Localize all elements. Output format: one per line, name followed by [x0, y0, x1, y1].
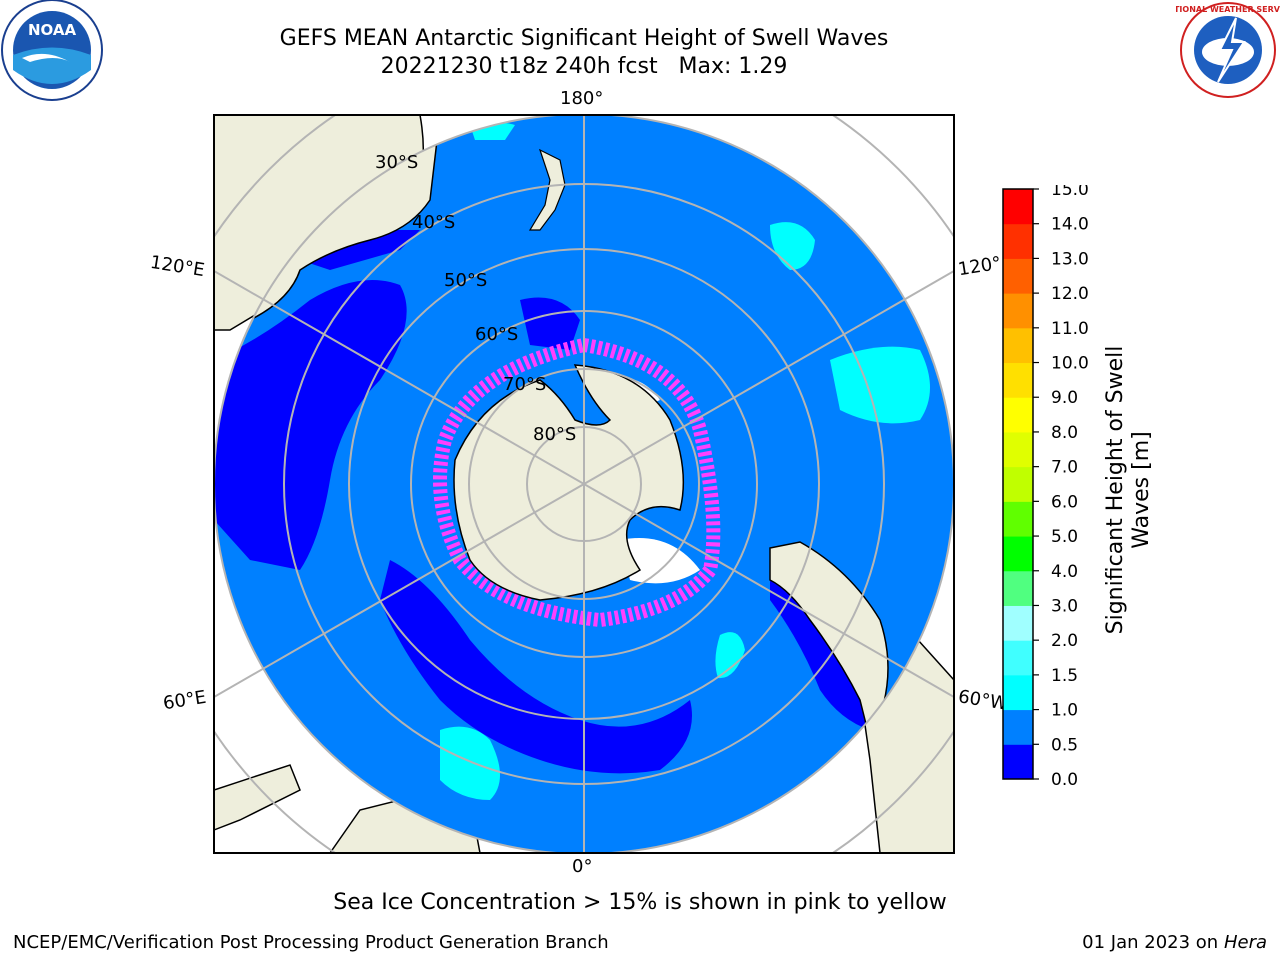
colorbar-tick-label: 8.0: [1051, 423, 1078, 443]
meridian-60e-120w: [214, 270, 954, 698]
colorbar-tick-label: 3.0: [1051, 596, 1078, 616]
colorbar-segment: [1003, 605, 1033, 641]
low-swell-drake-passage: [770, 560, 870, 730]
lat-label-50s: 50°S: [444, 270, 488, 291]
colorbar-tick-label: 10.0: [1051, 354, 1089, 374]
low-swell-south-atlantic: [380, 560, 692, 774]
colorbar-tick-label: 15.0: [1051, 185, 1089, 200]
lat-label-40s: 40°S: [412, 212, 456, 233]
graticule: [214, 115, 954, 853]
colorbar-segment: [1003, 362, 1033, 398]
mid-swell-south-atlantic: [440, 726, 500, 800]
colorbar-segment: [1003, 327, 1033, 364]
low-swell-australia-coast: [300, 230, 420, 270]
colorbar-segment: [1003, 466, 1033, 502]
map-frame: [213, 114, 955, 854]
colorbar-segment: [1003, 570, 1033, 606]
land-new-zealand: [528, 148, 566, 231]
lat-label-70s: 70°S: [503, 374, 547, 395]
colorbar-tick-label: 12.0: [1051, 284, 1089, 304]
colorbar-tick-label: 5.0: [1051, 527, 1078, 547]
colorbar-segment: [1003, 674, 1033, 711]
lat-label-80s: 80°S: [533, 424, 577, 445]
colorbar-tick-label: 14.0: [1051, 215, 1089, 235]
colorbar-title-line-2: Waves [m]: [1129, 431, 1154, 548]
nws-logo-text: NATIONAL WEATHER SERVICE: [1176, 5, 1280, 14]
noaa-logo: NOAA: [1, 0, 103, 101]
colorbar-tick-label: 4.0: [1051, 562, 1078, 582]
title-line-1: GEFS MEAN Antarctic Significant Height o…: [279, 26, 889, 51]
mid-swell-east-pacific: [830, 346, 930, 424]
colorbar-tick-label: 11.0: [1051, 319, 1089, 339]
colorbar-segment: [1003, 501, 1033, 537]
colorbar-title-line-1: Significant Height of Swell: [1103, 346, 1128, 635]
colorbar-title: Significant Height of SwellWaves [m]: [1103, 346, 1154, 635]
low-swell-indian-ocean: [214, 280, 407, 570]
mid-swell-near-south-america: [715, 632, 745, 679]
footer-credit: NCEP/EMC/Verification Post Processing Pr…: [13, 932, 609, 953]
noaa-logo-text: NOAA: [28, 21, 77, 39]
colorbar-title-text: Significant Height of SwellWaves [m]: [1103, 346, 1154, 635]
colorbar-tick-label: 13.0: [1051, 249, 1089, 269]
colorbar-segment: [1003, 223, 1033, 259]
land-antarctica: [453, 364, 685, 601]
colorbar-tick-label: 7.0: [1051, 458, 1078, 478]
land-madagascar: [214, 764, 301, 831]
low-swell-ross-sea: [520, 297, 580, 350]
colorbar-segment: [1003, 189, 1033, 225]
colorbar-tick-label: 2.0: [1051, 631, 1078, 651]
footer-date: 01 Jan 2023 on Hera: [1082, 932, 1267, 953]
colorbar-tick-label: 0.0: [1051, 770, 1078, 785]
colorbar-segment: [1003, 431, 1033, 468]
colorbar-tick-label: 1.5: [1051, 666, 1078, 686]
colorbar: 0.0 0.5 1.0 1.5 2.0 3.0 4.0 5.0 6.0 7.0 8.0 9.0 10.0…: [1002, 185, 1089, 785]
colorbar-segment: [1003, 709, 1033, 745]
footer-host: Hera: [1223, 932, 1267, 953]
colorbar-frame: [1002, 188, 1034, 780]
colorbar-segment: [1003, 744, 1033, 780]
colorbar-segment: [1003, 258, 1033, 294]
colorbar-segment: [1003, 397, 1033, 433]
colorbar-segment: [1003, 640, 1033, 676]
lat-label-30s: 30°S: [375, 152, 419, 173]
colorbar-segment: [1003, 536, 1033, 572]
sea-ice-note: Sea Ice Concentration > 15% is shown in …: [333, 890, 947, 915]
colorbar-segment: [1003, 293, 1033, 329]
colorbar-tick-label: 1.0: [1051, 701, 1078, 721]
nws-logo: NATIONAL WEATHER SERVICE: [1176, 2, 1280, 98]
colorbar-tick-label: 6.0: [1051, 492, 1078, 512]
lon-label-top: 180°: [560, 88, 604, 109]
lat-label-60s: 60°S: [475, 324, 519, 345]
sea-ice-ring: [433, 337, 721, 628]
title-line-2: 20221230 t18z 240h fcst Max: 1.29: [380, 54, 788, 79]
colorbar-tick-label: 9.0: [1051, 388, 1078, 408]
colorbar-tick-label: 0.5: [1051, 735, 1078, 755]
lon-label-bottom: 0°: [572, 856, 593, 877]
footer-date-text: 01 Jan 2023 on: [1082, 932, 1224, 953]
sea-ice-weddell: [620, 538, 700, 584]
